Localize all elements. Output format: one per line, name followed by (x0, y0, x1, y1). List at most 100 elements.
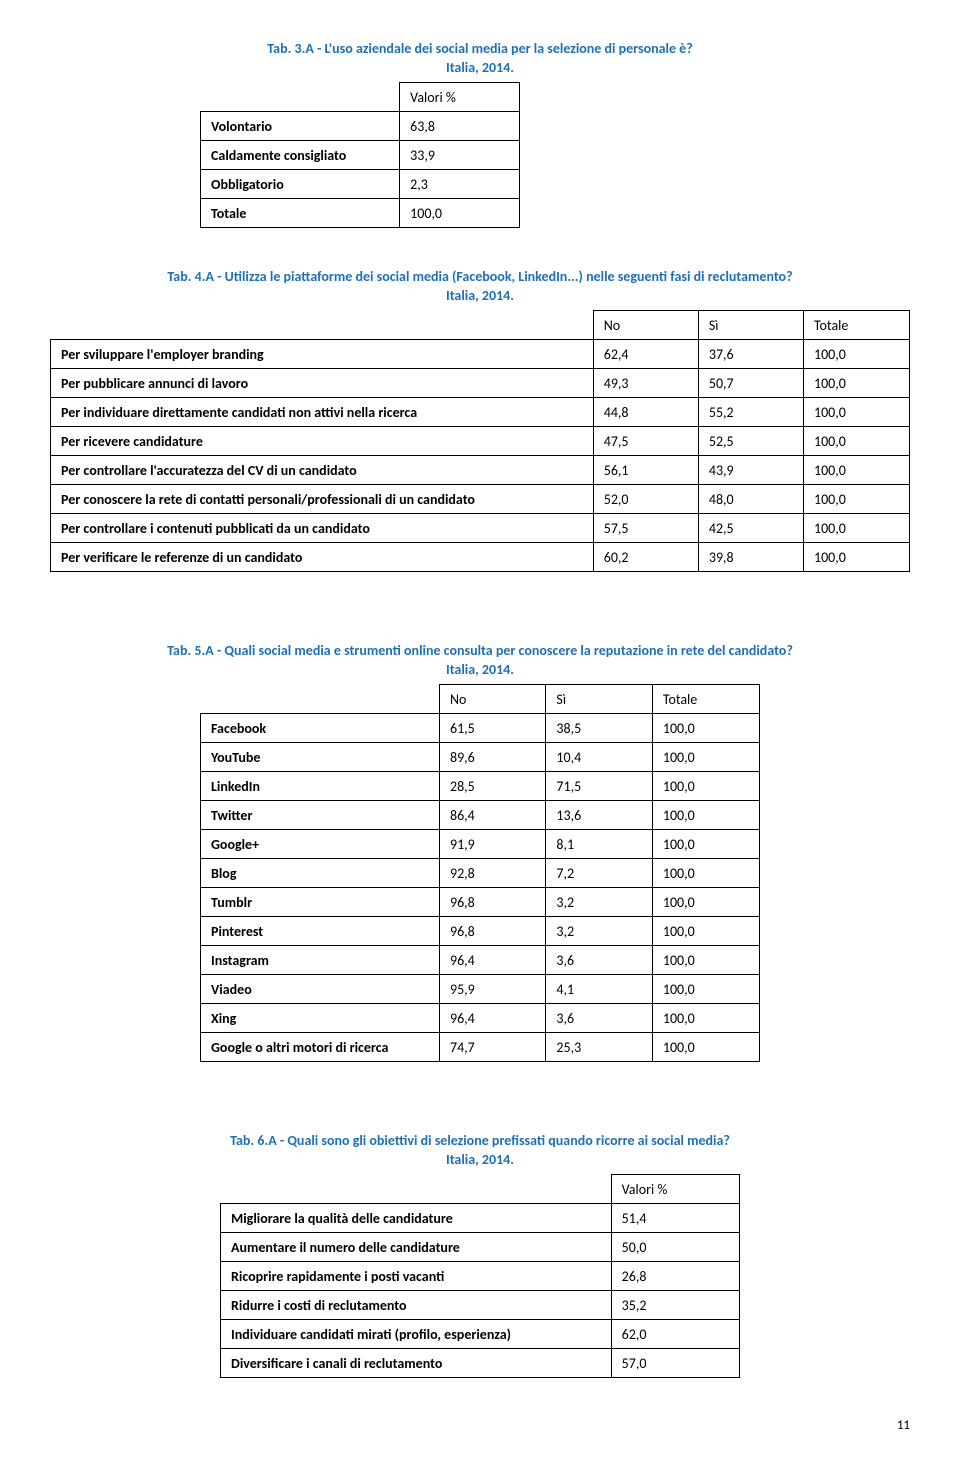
cell-no: 57,5 (593, 514, 698, 543)
table-row: Blog92,87,2100,0 (201, 859, 760, 888)
table-row: Valori % (201, 83, 520, 112)
cell-no: 96,8 (439, 917, 545, 946)
tab3-body: Volontario63,8Caldamente consigliato33,9… (201, 112, 520, 228)
row-label: Blog (201, 859, 440, 888)
row-label: Facebook (201, 714, 440, 743)
cell-no: 92,8 (439, 859, 545, 888)
table-row: Totale100,0 (201, 199, 520, 228)
tab6-table: Valori % Migliorare la qualità delle can… (220, 1174, 740, 1378)
tab4-title: Tab. 4.A - Utilizza le piattaforme dei s… (50, 268, 910, 285)
cell-no: 95,9 (439, 975, 545, 1004)
cell-si: 55,2 (698, 398, 803, 427)
tab3-table: Valori % Volontario63,8Caldamente consig… (200, 82, 520, 228)
row-label: Diversificare i canali di reclutamento (221, 1349, 612, 1378)
tab5-body: Facebook61,538,5100,0YouTube89,610,4100,… (201, 714, 760, 1062)
cell-si: 3,6 (546, 946, 652, 975)
cell-no: 49,3 (593, 369, 698, 398)
row-label: Xing (201, 1004, 440, 1033)
row-label: Per controllare l'accuratezza del CV di … (51, 456, 594, 485)
table-row: Tumblr96,83,2100,0 (201, 888, 760, 917)
table-row: Google+91,98,1100,0 (201, 830, 760, 859)
tab6-body: Migliorare la qualità delle candidature5… (221, 1204, 740, 1378)
table-row: No Sì Totale (201, 685, 760, 714)
row-label: Pinterest (201, 917, 440, 946)
col-header: Valori % (400, 83, 520, 112)
row-label: Per controllare i contenuti pubblicati d… (51, 514, 594, 543)
row-value: 57,0 (611, 1349, 739, 1378)
cell-no: 74,7 (439, 1033, 545, 1062)
table-row: Pinterest96,83,2100,0 (201, 917, 760, 946)
row-label: Per ricevere candidature (51, 427, 594, 456)
tab5-subtitle: Italia, 2014. (50, 661, 910, 678)
tab5-title: Tab. 5.A - Quali social media e strument… (50, 642, 910, 659)
table-row: Google o altri motori di ricerca74,725,3… (201, 1033, 760, 1062)
cell-si: 42,5 (698, 514, 803, 543)
cell-tot: 100,0 (652, 714, 759, 743)
row-value: 33,9 (400, 141, 520, 170)
table-row: Per controllare i contenuti pubblicati d… (51, 514, 910, 543)
table-row: Aumentare il numero delle candidature50,… (221, 1233, 740, 1262)
table-row: Twitter86,413,6100,0 (201, 801, 760, 830)
cell-si: 4,1 (546, 975, 652, 1004)
cell-tot: 100,0 (652, 946, 759, 975)
cell-si: 13,6 (546, 801, 652, 830)
table-row: Instagram96,43,6100,0 (201, 946, 760, 975)
cell-no: 89,6 (439, 743, 545, 772)
cell-si: 3,2 (546, 917, 652, 946)
tab4-body: Per sviluppare l'employer branding62,437… (51, 340, 910, 572)
col-no: No (593, 311, 698, 340)
cell-tot: 100,0 (652, 830, 759, 859)
cell-no: 62,4 (593, 340, 698, 369)
cell-tot: 100,0 (652, 1004, 759, 1033)
table-row: YouTube89,610,4100,0 (201, 743, 760, 772)
tab3-subtitle: Italia, 2014. (50, 59, 910, 76)
cell-no: 56,1 (593, 456, 698, 485)
row-label: Instagram (201, 946, 440, 975)
table-row: Per sviluppare l'employer branding62,437… (51, 340, 910, 369)
cell-tot: 100,0 (652, 772, 759, 801)
table-row: Per controllare l'accuratezza del CV di … (51, 456, 910, 485)
tab6-subtitle: Italia, 2014. (50, 1151, 910, 1168)
col-si: Sì (698, 311, 803, 340)
row-label: Ridurre i costi di reclutamento (221, 1291, 612, 1320)
tab5-table: No Sì Totale Facebook61,538,5100,0YouTub… (200, 684, 760, 1062)
table-row: Viadeo95,94,1100,0 (201, 975, 760, 1004)
table-row: Individuare candidati mirati (profilo, e… (221, 1320, 740, 1349)
cell-si: 39,8 (698, 543, 803, 572)
cell-si: 3,6 (546, 1004, 652, 1033)
cell-si: 7,2 (546, 859, 652, 888)
cell-no: 44,8 (593, 398, 698, 427)
cell-no: 96,8 (439, 888, 545, 917)
cell-no: 86,4 (439, 801, 545, 830)
table-row: Ridurre i costi di reclutamento35,2 (221, 1291, 740, 1320)
cell-tot: 100,0 (803, 398, 909, 427)
cell-tot: 100,0 (803, 340, 909, 369)
row-label: Caldamente consigliato (201, 141, 400, 170)
row-value: 26,8 (611, 1262, 739, 1291)
table-row: Migliorare la qualità delle candidature5… (221, 1204, 740, 1233)
cell-tot: 100,0 (652, 1033, 759, 1062)
cell-tot: 100,0 (652, 975, 759, 1004)
cell-tot: 100,0 (652, 888, 759, 917)
cell-si: 10,4 (546, 743, 652, 772)
table-row: Ricoprire rapidamente i posti vacanti26,… (221, 1262, 740, 1291)
cell-tot: 100,0 (652, 743, 759, 772)
row-label: Obbligatorio (201, 170, 400, 199)
cell-tot: 100,0 (803, 369, 909, 398)
cell-si: 43,9 (698, 456, 803, 485)
cell-tot: 100,0 (652, 859, 759, 888)
cell-tot: 100,0 (803, 514, 909, 543)
cell-tot: 100,0 (803, 427, 909, 456)
cell-si: 25,3 (546, 1033, 652, 1062)
table-row: Per individuare direttamente candidati n… (51, 398, 910, 427)
table-row: Obbligatorio2,3 (201, 170, 520, 199)
table-row: Xing96,43,6100,0 (201, 1004, 760, 1033)
table-row: Valori % (221, 1175, 740, 1204)
col-si: Sì (546, 685, 652, 714)
table-row: Volontario63,8 (201, 112, 520, 141)
table-row: No Sì Totale (51, 311, 910, 340)
row-value: 63,8 (400, 112, 520, 141)
row-value: 35,2 (611, 1291, 739, 1320)
row-label: Viadeo (201, 975, 440, 1004)
row-label: Per sviluppare l'employer branding (51, 340, 594, 369)
